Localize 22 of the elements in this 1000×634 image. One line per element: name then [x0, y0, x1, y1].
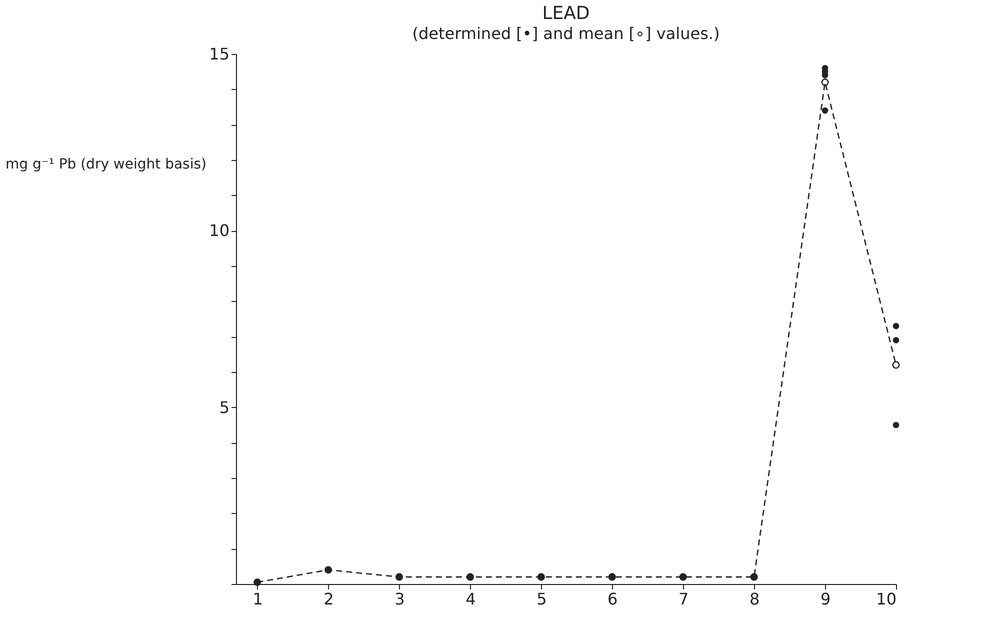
- point: [892, 422, 900, 428]
- point: [892, 337, 900, 344]
- x-tick-label: 1: [252, 590, 263, 608]
- y-tick-label: 15: [209, 44, 230, 64]
- point: [892, 322, 900, 330]
- x-tick-label: 5: [536, 590, 547, 608]
- chart-title: LEAD: [542, 3, 590, 24]
- x-tick-label: 6: [608, 590, 618, 608]
- y-axis-title: mg g⁻¹ Pb (dry weight basis): [6, 156, 206, 172]
- x-tick-label: 4: [466, 590, 476, 608]
- x-tick-label: 10: [876, 590, 896, 608]
- point: [892, 361, 900, 369]
- x-tick-label: 3: [394, 590, 405, 608]
- point: [822, 107, 828, 114]
- x-tick-label: 9: [820, 590, 831, 608]
- x-tick-label: 7: [678, 590, 689, 608]
- point: [821, 78, 829, 86]
- chart-subtitle: (determined [•] and mean [∘] values.): [412, 24, 720, 43]
- x-tick-label: 8: [749, 590, 760, 608]
- y-tick-label: 10: [209, 221, 230, 240]
- x-tick-label: 2: [324, 590, 334, 608]
- y-tick-label: 5: [219, 398, 230, 417]
